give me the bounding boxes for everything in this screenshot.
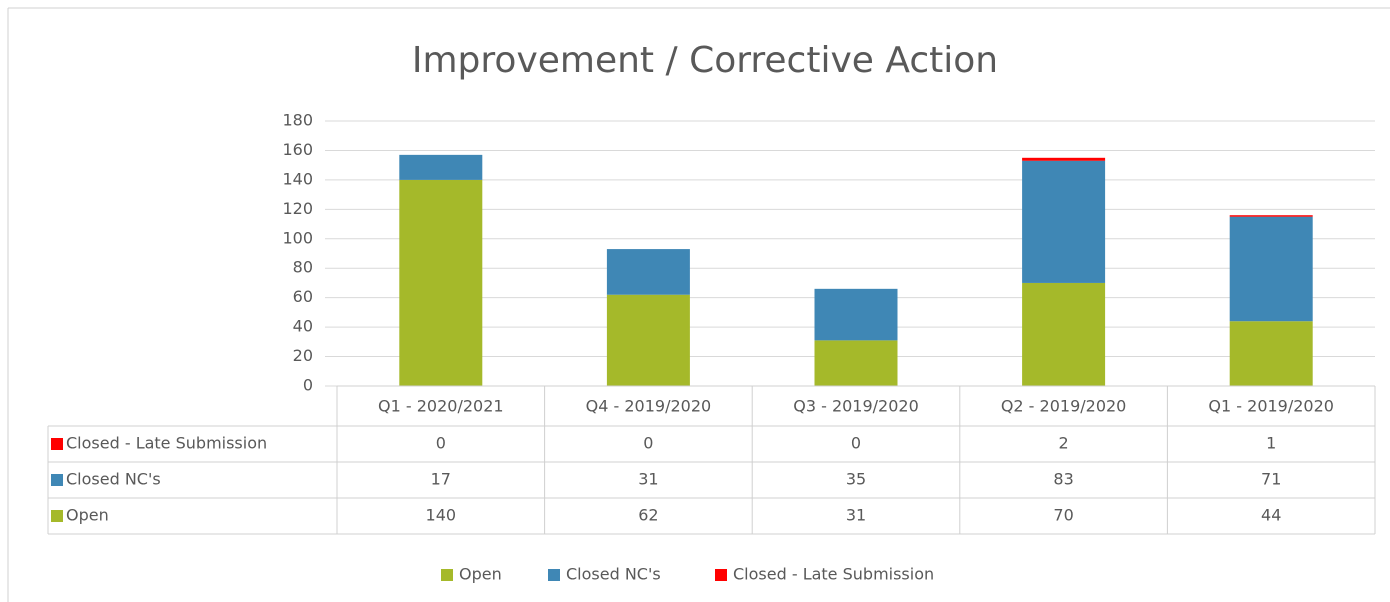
table-cell: 0 [436,434,446,453]
x-tick-label: Q1 - 2019/2020 [1208,397,1334,416]
table-legend-key [51,510,63,522]
table-cell: 35 [846,470,866,489]
table-cell: 0 [851,434,861,453]
table-cell: 2 [1059,434,1069,453]
bar-segment [814,340,898,386]
legend-key [548,569,560,581]
x-tick-label: Q1 - 2020/2021 [378,397,504,416]
y-tick-label: 80 [293,258,313,277]
y-tick-label: 160 [282,140,313,159]
table-cell: 17 [431,470,451,489]
bar-segment [399,154,483,180]
bar-segment [1022,282,1106,386]
table-cell: 44 [1261,506,1281,525]
table-cell: 71 [1261,470,1281,489]
bar-segment [1229,215,1313,217]
legend-label: Open [459,565,502,584]
bar-segment [1229,321,1313,386]
table-cell: 62 [638,506,658,525]
legend-label: Closed NC's [566,565,661,584]
y-tick-label: 20 [293,346,313,365]
table-cell: 140 [426,506,457,525]
table-row-label: Closed NC's [66,470,161,489]
bar-segment [1229,216,1313,322]
table-cell: 1 [1266,434,1276,453]
table-cell: 31 [846,506,866,525]
x-tick-label: Q3 - 2019/2020 [793,397,919,416]
x-tick-label: Q4 - 2019/2020 [586,397,712,416]
bar-segment [399,179,483,386]
legend-key [715,569,727,581]
table-cell: 31 [638,470,658,489]
table-row-label: Open [66,506,109,525]
table-cell: 0 [643,434,653,453]
bar-segment [1022,160,1106,283]
y-tick-label: 40 [293,317,313,336]
y-tick-label: 100 [282,228,313,247]
bar-segment [606,249,690,295]
y-tick-label: 140 [282,169,313,188]
y-tick-label: 180 [282,111,313,130]
legend-label: Closed - Late Submission [733,565,934,584]
y-tick-label: 120 [282,199,313,218]
table-row-label: Closed - Late Submission [66,434,267,453]
bar-segment [1022,157,1106,161]
table-legend-key [51,474,63,486]
table-cell: 70 [1053,506,1073,525]
bar-segment [606,294,690,386]
bar-segment [814,288,898,341]
y-tick-label: 60 [293,287,313,306]
table-cell: 83 [1053,470,1073,489]
y-tick-label: 0 [303,376,313,395]
legend-key [441,569,453,581]
table-legend-key [51,438,63,450]
chart-title: Improvement / Corrective Action [412,40,998,81]
x-tick-label: Q2 - 2019/2020 [1001,397,1127,416]
